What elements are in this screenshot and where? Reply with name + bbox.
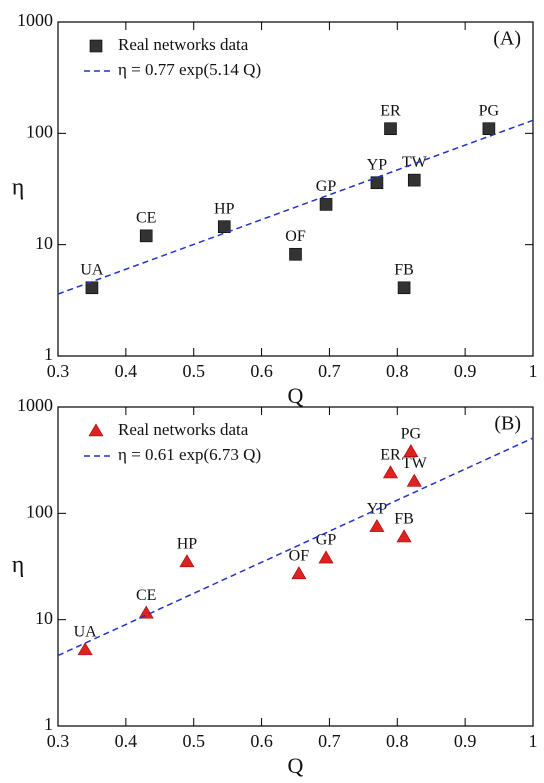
y-tick-label: 1 [44, 344, 53, 364]
legend-swatch [89, 39, 103, 53]
y-tick-label: 10 [35, 233, 53, 253]
x-tick-label: 0.5 [182, 361, 205, 381]
x-tick-label: 0.7 [318, 731, 341, 751]
point-label: CE [136, 210, 156, 227]
plot-frame [57, 21, 534, 357]
x-tick-label: 0.4 [115, 361, 138, 381]
point-label: OF [289, 547, 310, 564]
point-label: PG [401, 425, 422, 442]
panel-tag: (B) [494, 413, 521, 435]
marker [407, 173, 421, 187]
y-axis-label: η [12, 552, 25, 578]
marker [384, 122, 397, 136]
y-tick-label: 10 [35, 608, 53, 628]
y-tick-label: 1 [44, 714, 53, 734]
marker [403, 444, 419, 457]
marker [319, 198, 333, 211]
x-axis-label: Q [288, 753, 304, 778]
point-label: PG [479, 102, 500, 119]
x-tick-label: 1 [529, 361, 538, 381]
point-label: UA [80, 261, 104, 278]
y-tick-label: 100 [26, 121, 53, 141]
marker [179, 554, 195, 568]
marker [291, 566, 307, 580]
plot-frame [57, 406, 534, 727]
point-label: GP [316, 532, 337, 549]
panel-tag: (A) [493, 28, 521, 50]
marker [369, 519, 385, 532]
point-label: FB [394, 261, 414, 278]
marker [217, 220, 231, 234]
x-tick-label: 0.4 [115, 731, 138, 751]
marker [370, 176, 384, 190]
x-tick-label: 0.3 [47, 731, 70, 751]
legend-swatch [88, 423, 104, 437]
x-tick-label: 0.9 [454, 731, 477, 751]
point-label: YP [367, 156, 388, 173]
fit-line [57, 119, 534, 295]
point-label: HP [177, 535, 198, 552]
y-tick-label: 100 [26, 501, 53, 521]
marker [382, 465, 399, 479]
x-axis-label: Q [288, 383, 304, 408]
marker [85, 281, 99, 295]
marker [318, 550, 334, 564]
y-tick-label: 1000 [17, 10, 53, 30]
legend-label: η = 0.77 exp(5.14 Q) [118, 60, 261, 79]
x-tick-label: 0.7 [318, 361, 341, 381]
point-label: GP [316, 178, 337, 195]
point-label: FB [394, 511, 414, 528]
marker [482, 122, 496, 136]
marker [397, 281, 411, 295]
y-tick-label: 1000 [17, 395, 53, 415]
marker [77, 642, 93, 656]
point-label: CE [136, 587, 156, 604]
x-tick-label: 0.9 [454, 361, 477, 381]
x-tick-label: 1 [529, 731, 538, 751]
point-label: OF [285, 228, 306, 245]
point-label: ER [380, 447, 401, 464]
point-label: HP [214, 200, 235, 217]
marker [139, 229, 153, 243]
x-tick-label: 0.8 [386, 731, 409, 751]
x-tick-label: 0.6 [250, 361, 273, 381]
x-tick-label: 0.8 [386, 361, 409, 381]
point-label: TW [402, 455, 428, 472]
x-tick-label: 0.3 [47, 361, 70, 381]
legend-label: Real networks data [118, 420, 249, 439]
point-label: UA [74, 624, 98, 641]
x-tick-label: 0.5 [182, 731, 205, 751]
marker [406, 473, 422, 487]
fit-line [57, 437, 534, 657]
marker [138, 605, 154, 619]
legend-label: η = 0.61 exp(6.73 Q) [118, 445, 261, 464]
x-tick-label: 0.6 [250, 731, 273, 751]
point-label: TW [402, 154, 428, 171]
marker [396, 529, 412, 543]
marker [289, 247, 302, 261]
point-label: ER [380, 102, 401, 119]
y-axis-label: η [12, 175, 25, 201]
legend-label: Real networks data [118, 35, 249, 54]
